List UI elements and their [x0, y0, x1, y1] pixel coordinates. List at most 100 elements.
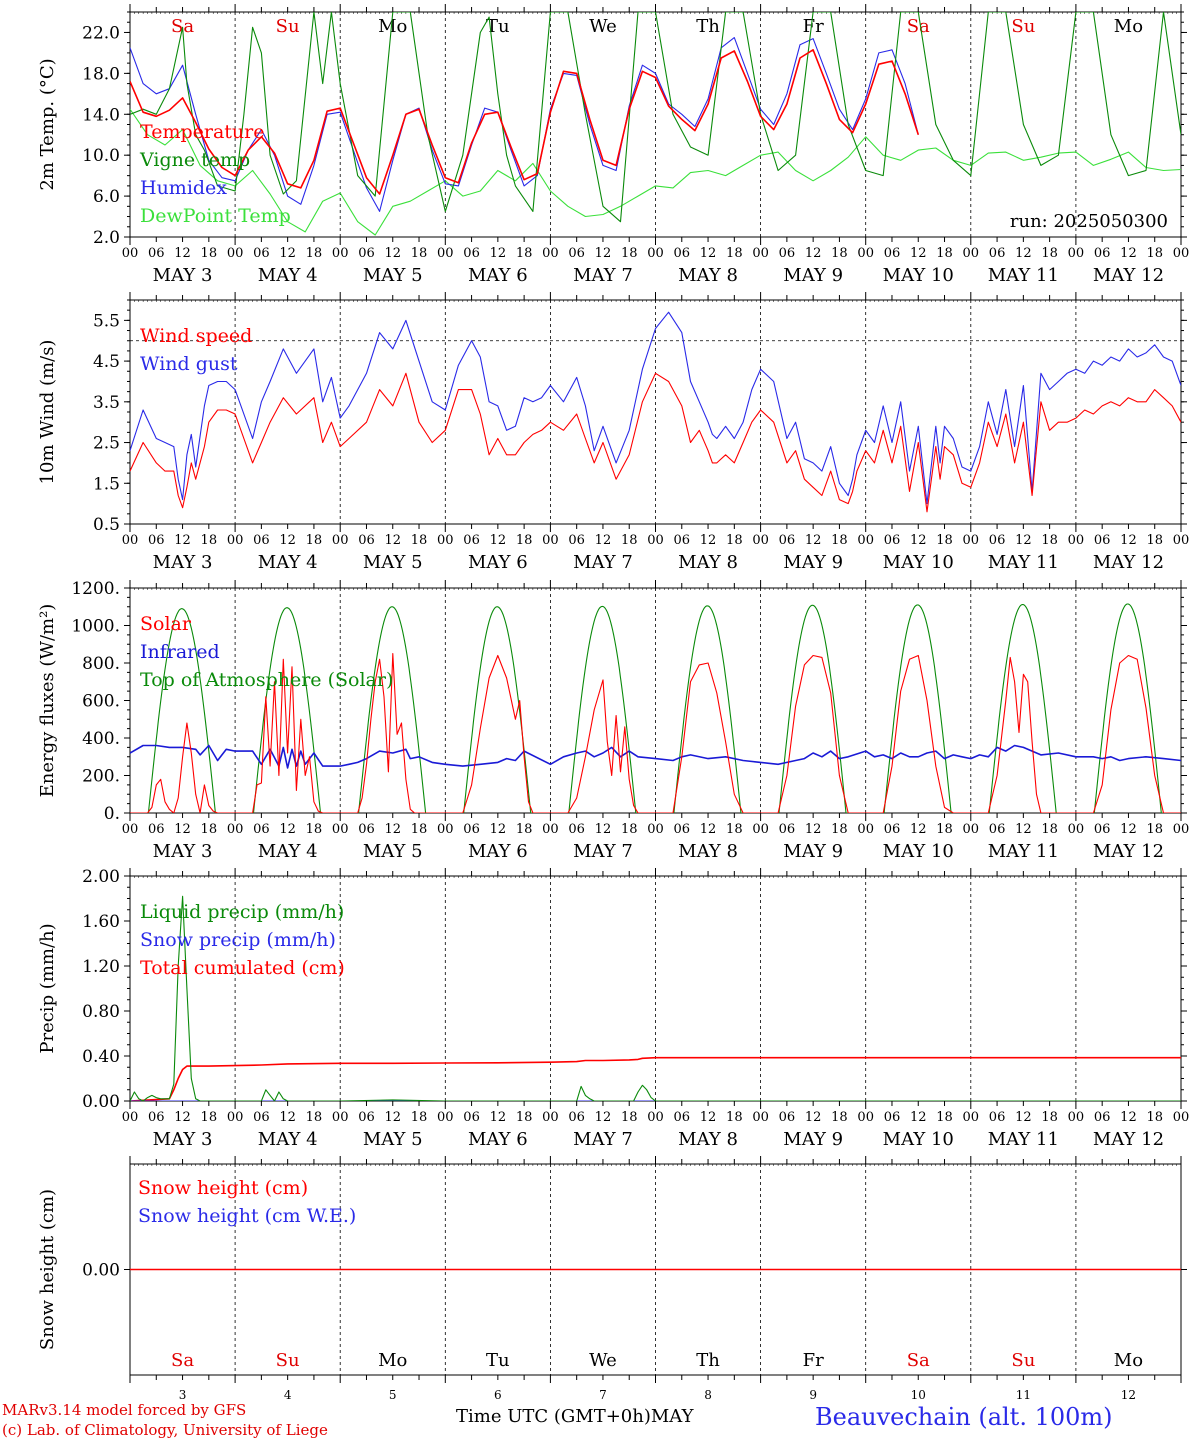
- date-label: MAY 10: [883, 265, 954, 286]
- date-label: MAY 9: [783, 265, 843, 286]
- hour-tick-label: 12: [174, 533, 191, 548]
- hour-tick-label: 18: [306, 533, 323, 548]
- hour-tick-label: 12: [805, 533, 822, 548]
- hour-tick-label: 18: [1146, 822, 1163, 837]
- y-tick-label: 0.: [104, 804, 120, 824]
- hour-tick-label: 06: [674, 1110, 691, 1125]
- weekday-label: Sa: [171, 16, 194, 37]
- x-axis-title: Time UTC (GMT+0h)MAY: [456, 1406, 693, 1427]
- hour-tick-label: 00: [1173, 246, 1190, 261]
- hour-tick-label: 12: [595, 822, 612, 837]
- hour-tick-label: 12: [595, 1110, 612, 1125]
- hour-tick-label: 00: [857, 246, 874, 261]
- y-axis-label: Energy fluxes (W/m²): [37, 604, 58, 798]
- model-credit-line: MARv3.14 model forced by GFS: [2, 1401, 247, 1419]
- hour-tick-label: 12: [1120, 1110, 1137, 1125]
- y-tick-label: 14.0: [82, 105, 120, 125]
- hour-tick-label: 06: [1094, 1110, 1111, 1125]
- legend-entry: Solar: [140, 613, 192, 635]
- hour-tick-label: 00: [122, 533, 139, 548]
- series-line-temperature: [130, 49, 920, 195]
- date-label: MAY 8: [678, 552, 738, 573]
- day-number-label: 5: [389, 1388, 397, 1402]
- weekday-label: Su: [1011, 16, 1035, 37]
- y-tick-label: 22.0: [82, 23, 120, 43]
- date-label: MAY 4: [258, 841, 318, 862]
- hour-tick-label: 00: [752, 246, 769, 261]
- hour-tick-label: 06: [358, 533, 375, 548]
- hour-tick-label: 12: [174, 1110, 191, 1125]
- legend-entry: Top of Atmosphere (Solar): [140, 669, 393, 691]
- hour-tick-label: 00: [542, 1110, 559, 1125]
- series-group: [130, 12, 1181, 236]
- day-number-label: 8: [704, 1388, 712, 1402]
- legend-entry: Wind gust: [140, 353, 238, 375]
- hour-tick-label: 18: [726, 822, 743, 837]
- hour-tick-label: 06: [884, 822, 901, 837]
- date-label: MAY 12: [1093, 552, 1164, 573]
- date-label: MAY 5: [363, 1129, 423, 1150]
- weekday-label: Mo: [1114, 1350, 1143, 1371]
- run-label: run: 2025050300: [1010, 211, 1168, 232]
- legend-entry: Vigne temp: [139, 149, 250, 171]
- hour-tick-label: 12: [490, 246, 507, 261]
- weekday-label: Su: [1011, 1350, 1035, 1371]
- hour-tick-label: 00: [122, 822, 139, 837]
- hour-tick-label: 12: [174, 246, 191, 261]
- y-tick-label: 0.00: [82, 1092, 120, 1112]
- day-number-label: 4: [284, 1388, 292, 1402]
- y-tick-label: 2.00: [82, 867, 120, 887]
- hour-tick-label: 06: [358, 1110, 375, 1125]
- hour-tick-label: 12: [805, 246, 822, 261]
- panel-snow: 0.00 Snow height (cm) Sa 3 Su 4 Mo 5 Tu 6 We 7 Th 8 Fr…: [37, 1156, 1187, 1402]
- hour-tick-label: 18: [201, 822, 218, 837]
- hour-tick-label: 06: [253, 533, 270, 548]
- day-number-label: 6: [494, 1388, 502, 1402]
- date-label: MAY 9: [783, 841, 843, 862]
- lab-credit-line: (c) Lab. of Climatology, University of L…: [2, 1421, 328, 1439]
- station-name: Beauvechain (alt. 100m): [815, 1403, 1113, 1431]
- weekday-label: Su: [276, 1350, 300, 1371]
- date-label: MAY 5: [363, 552, 423, 573]
- weekday-label: Sa: [907, 16, 930, 37]
- hour-tick-label: 06: [148, 246, 165, 261]
- hour-tick-label: 18: [726, 533, 743, 548]
- hour-tick-label: 12: [700, 533, 717, 548]
- weekday-label: Fr: [803, 16, 824, 37]
- hour-tick-label: 00: [122, 246, 139, 261]
- hour-tick-label: 18: [621, 1110, 638, 1125]
- hour-tick-label: 00: [1068, 1110, 1085, 1125]
- date-label: MAY 10: [883, 841, 954, 862]
- y-tick-label: 5.5: [93, 311, 120, 331]
- y-tick-label: 1200.: [71, 579, 120, 599]
- legend-entry: Humidex: [140, 177, 227, 199]
- series-group: [130, 603, 1181, 813]
- legend-entry: Snow height (cm W.E.): [138, 1205, 356, 1227]
- hour-tick-label: 00: [332, 822, 349, 837]
- plot-frame: [129, 299, 1182, 525]
- day-number-label: 9: [809, 1388, 817, 1402]
- hour-tick-label: 18: [1041, 822, 1058, 837]
- y-axis-label: Snow height (cm): [37, 1189, 58, 1350]
- panel-energy: 0. 200. 400. 600. 800. 1000. 1200. Energy fluxe…: [37, 579, 1189, 862]
- date-label: MAY 9: [783, 552, 843, 573]
- hour-tick-label: 06: [779, 822, 796, 837]
- legend-entry: DewPoint Temp: [140, 205, 291, 227]
- day-number-label: 11: [1016, 1388, 1031, 1402]
- series-line-wind-gust: [130, 311, 1181, 505]
- hour-tick-label: 12: [279, 533, 296, 548]
- hour-tick-label: 18: [726, 1110, 743, 1125]
- y-tick-label: 0.5: [93, 515, 120, 535]
- hour-tick-label: 18: [306, 1110, 323, 1125]
- hour-tick-label: 12: [1120, 822, 1137, 837]
- hour-tick-label: 00: [332, 246, 349, 261]
- date-label: MAY 7: [573, 841, 633, 862]
- hour-tick-label: 00: [1068, 533, 1085, 548]
- hour-tick-label: 06: [148, 1110, 165, 1125]
- hour-tick-label: 06: [1094, 822, 1111, 837]
- date-label: MAY 3: [153, 841, 213, 862]
- hour-tick-label: 18: [1146, 1110, 1163, 1125]
- hour-tick-label: 18: [516, 246, 533, 261]
- hour-tick-label: 00: [963, 246, 980, 261]
- hour-tick-label: 06: [148, 822, 165, 837]
